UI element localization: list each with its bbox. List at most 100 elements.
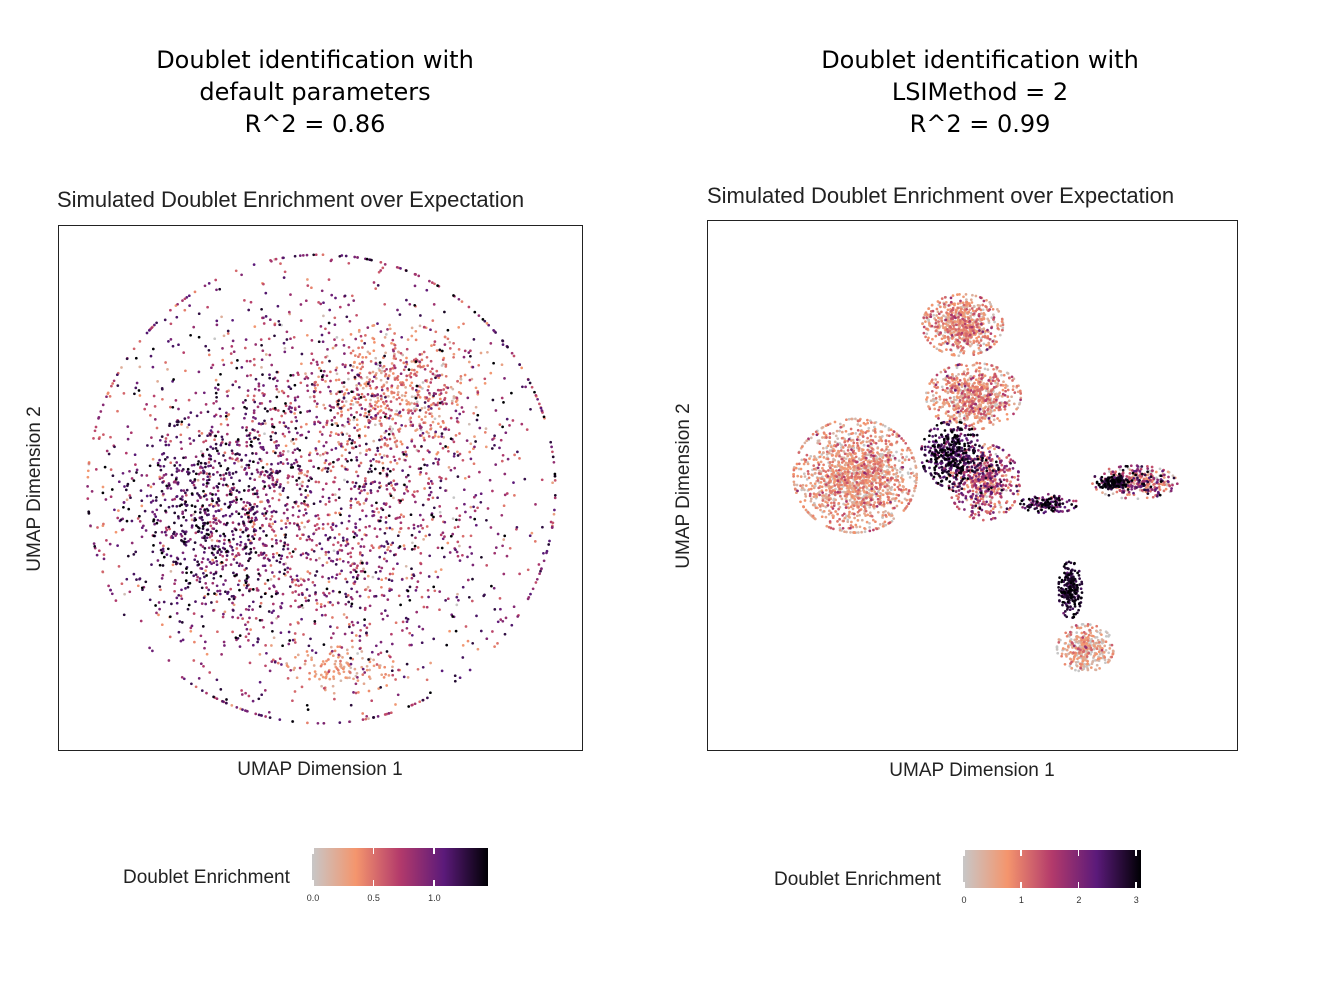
data-point bbox=[281, 592, 285, 596]
data-point bbox=[166, 368, 169, 371]
data-point bbox=[251, 428, 255, 431]
data-point bbox=[358, 444, 362, 448]
data-point bbox=[460, 406, 464, 409]
data-point bbox=[446, 328, 450, 332]
data-point bbox=[342, 385, 346, 389]
data-point bbox=[245, 426, 249, 429]
data-point bbox=[227, 443, 231, 447]
data-point bbox=[338, 557, 342, 561]
data-point bbox=[472, 411, 476, 415]
data-point bbox=[803, 492, 807, 496]
data-point bbox=[322, 444, 326, 448]
data-point bbox=[400, 335, 404, 339]
data-point bbox=[217, 497, 220, 501]
data-point bbox=[222, 542, 226, 545]
data-point bbox=[189, 442, 192, 446]
data-point bbox=[444, 489, 447, 492]
data-point bbox=[304, 551, 308, 555]
data-point bbox=[215, 323, 219, 327]
data-point bbox=[375, 460, 378, 463]
data-point bbox=[439, 425, 443, 429]
data-point bbox=[420, 444, 423, 448]
data-point bbox=[269, 564, 273, 567]
data-point bbox=[361, 569, 365, 573]
data-point bbox=[437, 422, 440, 426]
data-point bbox=[393, 343, 397, 347]
data-point bbox=[268, 373, 271, 377]
data-point bbox=[437, 458, 441, 461]
data-point bbox=[133, 453, 137, 457]
data-point bbox=[863, 530, 867, 534]
data-point bbox=[210, 601, 213, 604]
data-point bbox=[198, 434, 201, 438]
data-point bbox=[322, 686, 326, 690]
data-point bbox=[270, 621, 274, 625]
data-point bbox=[306, 389, 310, 393]
data-point bbox=[116, 409, 119, 413]
data-point bbox=[425, 605, 429, 609]
data-point bbox=[208, 503, 211, 507]
data-point bbox=[262, 529, 265, 533]
data-point bbox=[202, 471, 205, 475]
data-point bbox=[353, 426, 356, 430]
data-point bbox=[416, 404, 419, 408]
data-point bbox=[551, 455, 555, 459]
data-point bbox=[388, 572, 392, 576]
data-point bbox=[500, 513, 504, 517]
data-point bbox=[396, 390, 400, 394]
data-point bbox=[946, 391, 950, 395]
data-point bbox=[392, 553, 396, 557]
data-point bbox=[327, 385, 330, 389]
data-point bbox=[357, 434, 361, 438]
data-point bbox=[258, 526, 262, 530]
data-point bbox=[340, 521, 344, 525]
data-point bbox=[363, 606, 367, 610]
data-point bbox=[429, 424, 433, 427]
data-point bbox=[345, 538, 349, 541]
data-point bbox=[363, 570, 367, 574]
data-point bbox=[236, 636, 240, 640]
data-point bbox=[362, 682, 366, 686]
data-point bbox=[209, 445, 213, 449]
data-point bbox=[281, 453, 285, 456]
data-point bbox=[187, 472, 190, 476]
data-point bbox=[179, 594, 183, 598]
data-point bbox=[272, 575, 276, 578]
data-point bbox=[342, 393, 346, 396]
data-point bbox=[911, 494, 915, 498]
data-point bbox=[150, 436, 153, 439]
data-point bbox=[475, 418, 479, 422]
data-point bbox=[329, 469, 333, 473]
data-point bbox=[165, 528, 169, 532]
data-point bbox=[474, 523, 478, 527]
data-point bbox=[339, 507, 343, 511]
data-point bbox=[838, 505, 842, 509]
data-point bbox=[310, 383, 314, 386]
data-point bbox=[403, 483, 406, 487]
data-point bbox=[209, 571, 213, 575]
data-point bbox=[379, 269, 383, 272]
data-point bbox=[102, 553, 106, 556]
data-point bbox=[194, 531, 198, 535]
data-point bbox=[315, 570, 319, 573]
data-point bbox=[1104, 648, 1108, 652]
data-point bbox=[300, 617, 303, 621]
data-point bbox=[246, 534, 250, 538]
data-point bbox=[188, 304, 191, 307]
data-point bbox=[193, 505, 197, 508]
data-point bbox=[248, 431, 252, 435]
data-point bbox=[301, 480, 304, 484]
data-point bbox=[326, 348, 329, 351]
data-point bbox=[535, 577, 539, 581]
data-point bbox=[179, 639, 183, 643]
data-point bbox=[306, 654, 310, 657]
data-point bbox=[457, 348, 461, 351]
data-point bbox=[265, 534, 268, 537]
data-point bbox=[538, 402, 541, 406]
data-point bbox=[221, 347, 224, 350]
data-point bbox=[412, 407, 416, 411]
data-point bbox=[913, 489, 916, 493]
data-point bbox=[265, 451, 269, 455]
data-point bbox=[252, 394, 256, 398]
data-point bbox=[427, 595, 430, 599]
